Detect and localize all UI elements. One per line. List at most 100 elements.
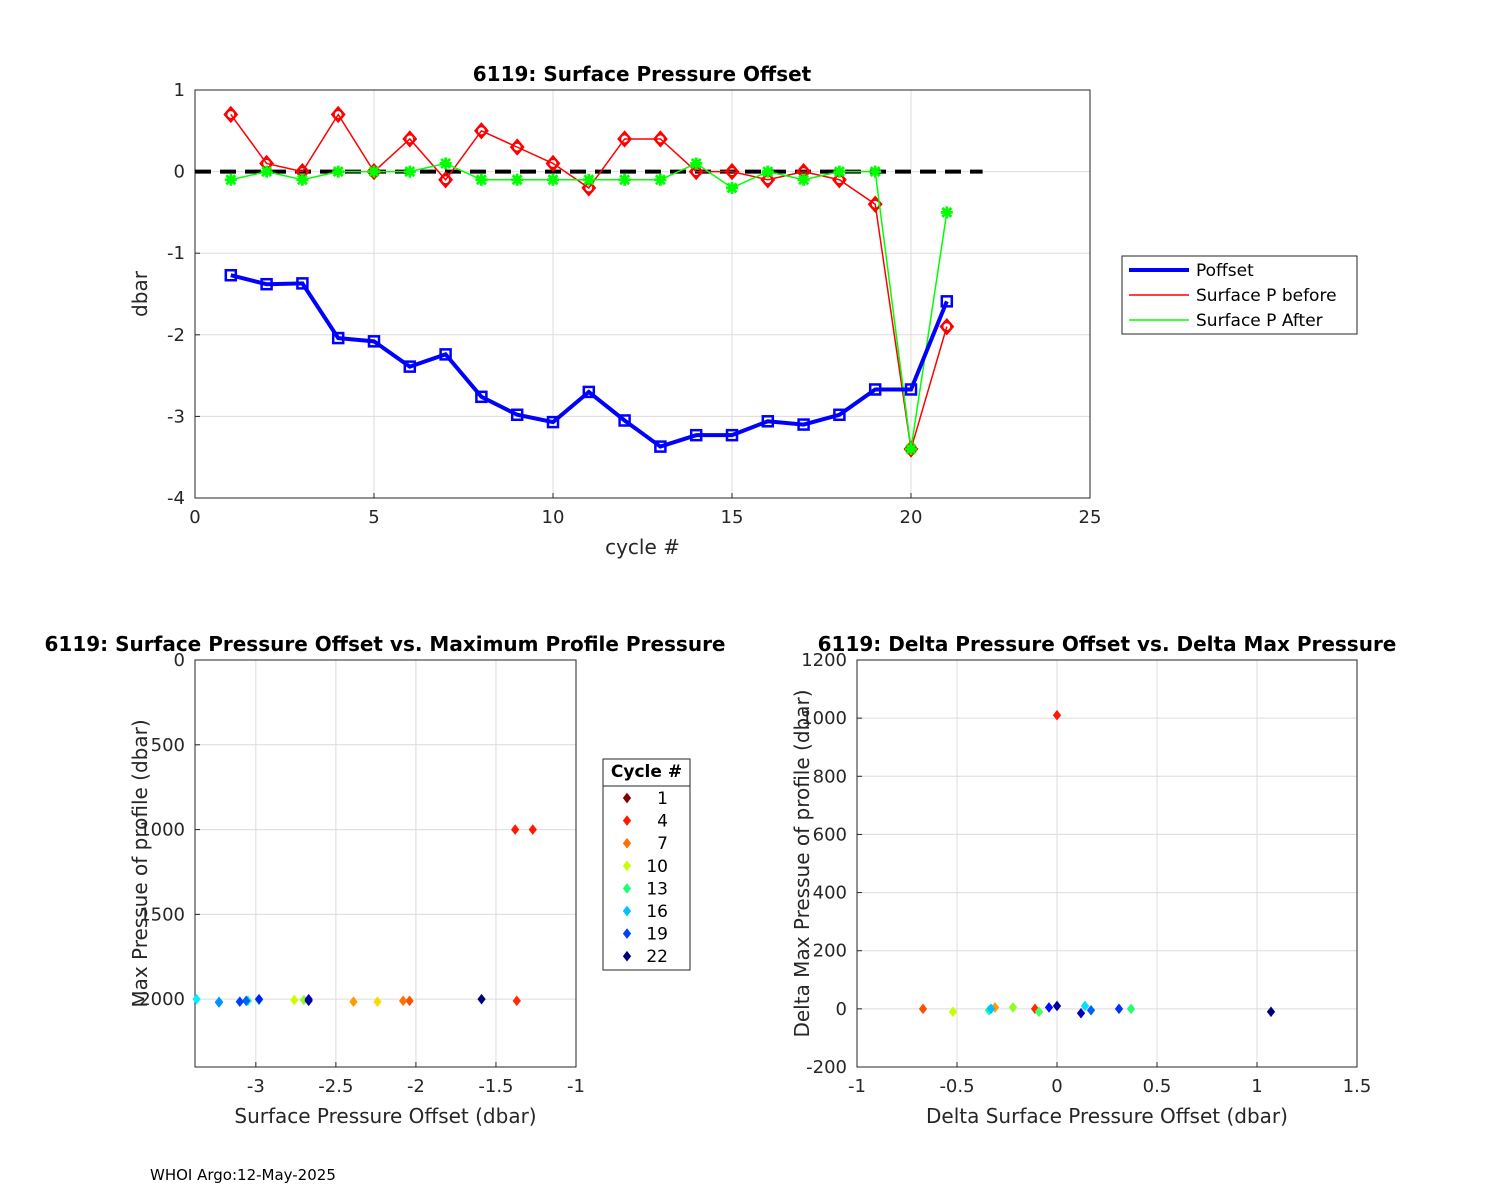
data-marker-star [332, 165, 345, 178]
data-marker-circle-inner [547, 157, 559, 170]
data-point [1052, 1000, 1062, 1012]
data-point [242, 995, 251, 1007]
y-axis-label: Max Pressue of profile (dbar) [128, 719, 152, 1007]
axes-frame [194, 659, 577, 1068]
data-marker-star [618, 173, 631, 186]
data-point [1008, 1002, 1018, 1013]
data-marker-square [582, 385, 596, 399]
data-point [1080, 1000, 1090, 1012]
y-tick-label: 1 [174, 80, 185, 101]
cycle-legend-marker [622, 792, 632, 804]
data-marker-square [904, 383, 918, 396]
data-marker-square [868, 383, 882, 396]
data-point [349, 996, 358, 1008]
axes-frame [856, 659, 1358, 1068]
data-point [192, 993, 201, 1005]
x-tick-label: -3 [247, 1076, 265, 1097]
y-tick-label: 500 [151, 735, 185, 756]
y-tick-label: 1500 [139, 904, 185, 925]
x-tick-label: -2.5 [318, 1076, 353, 1097]
data-marker-square [618, 414, 631, 427]
y-axis-label: dbar [128, 270, 152, 317]
data-marker-star [833, 165, 846, 178]
data-marker-circle-inner [404, 133, 416, 145]
chart-title: 6119: Delta Pressure Offset vs. Delta Ma… [818, 632, 1397, 656]
x-tick-label: 20 [900, 507, 923, 528]
axes-frame [194, 89, 1091, 499]
cycle-legend-marker [622, 950, 632, 962]
data-marker-square [403, 360, 417, 373]
data-marker-square [331, 331, 345, 345]
x-tick-label: 10 [542, 507, 565, 528]
cycle-legend-label: 13 [646, 879, 668, 899]
x-tick-label: 25 [1079, 507, 1102, 528]
data-marker-circle-inner [225, 108, 237, 121]
data-marker-star [475, 173, 488, 186]
plot-area [857, 660, 1357, 1067]
data-marker-square [761, 415, 775, 428]
data-marker-star [582, 173, 595, 186]
data-marker-square [224, 268, 238, 282]
data-marker-star [224, 173, 237, 186]
y-tick-label: -2 [167, 325, 185, 346]
cycle-legend-marker [622, 928, 632, 939]
data-marker-star [260, 165, 273, 178]
y-tick-label: -3 [167, 406, 185, 427]
plot-area [195, 660, 576, 1067]
data-marker-star [905, 443, 917, 456]
data-marker-square [510, 408, 524, 422]
cycle-legend-box [602, 758, 691, 971]
x-tick-label: -0.5 [939, 1076, 974, 1097]
data-marker-star [547, 173, 559, 186]
data-marker-square [725, 428, 739, 442]
data-marker-circle-inner [618, 133, 631, 145]
x-tick-label: -1 [567, 1076, 585, 1097]
data-marker-square [439, 348, 452, 361]
data-point [405, 995, 414, 1007]
data-point [1034, 1006, 1044, 1018]
y-tick-label: -4 [167, 488, 185, 509]
data-marker-star [726, 181, 738, 194]
data-marker-star [940, 206, 953, 219]
data-point [373, 996, 382, 1008]
chart-title: 6119: Surface Pressure Offset [473, 62, 812, 86]
x-tick-label: 0 [1051, 1076, 1062, 1097]
data-point [512, 995, 521, 1007]
x-axis-label: Surface Pressure Offset (dbar) [234, 1104, 536, 1128]
data-point [1044, 1002, 1054, 1013]
data-marker-square [654, 440, 667, 453]
y-tick-label: -200 [806, 1057, 847, 1078]
data-point [1126, 1003, 1136, 1015]
data-point [254, 993, 264, 1005]
x-tick-label: -2 [407, 1076, 425, 1097]
data-marker-square [475, 390, 488, 404]
data-marker-star [654, 173, 667, 186]
data-marker-star [797, 173, 810, 186]
data-marker-star [403, 165, 416, 178]
y-tick-label: 1200 [801, 650, 847, 671]
data-marker-star [761, 165, 774, 178]
data-point [918, 1003, 928, 1015]
x-tick-label: 0 [189, 507, 200, 528]
data-marker-star [511, 173, 524, 186]
y-tick-label: 0 [836, 999, 847, 1020]
cycle-legend-label: 1 [657, 789, 668, 809]
cycle-legend-label: 16 [646, 902, 668, 922]
cycle-legend-marker [622, 905, 632, 917]
plot-area [195, 90, 1090, 498]
x-tick-label: 1.5 [1343, 1076, 1372, 1097]
data-point [1266, 1006, 1276, 1018]
chart-title: 6119: Surface Pressure Offset vs. Maximu… [45, 632, 726, 656]
data-point [1076, 1007, 1086, 1019]
data-marker-circle-inner [654, 133, 667, 145]
data-point [235, 996, 244, 1008]
cycle-legend-marker [622, 837, 632, 849]
data-point [511, 824, 520, 835]
data-marker-square [296, 277, 309, 290]
cycle-legend-marker [622, 860, 632, 872]
y-tick-label: 200 [813, 941, 847, 962]
data-point [290, 994, 299, 1006]
data-point [528, 824, 537, 835]
x-tick-label: -1.5 [478, 1076, 513, 1097]
y-tick-label: 800 [813, 766, 847, 787]
